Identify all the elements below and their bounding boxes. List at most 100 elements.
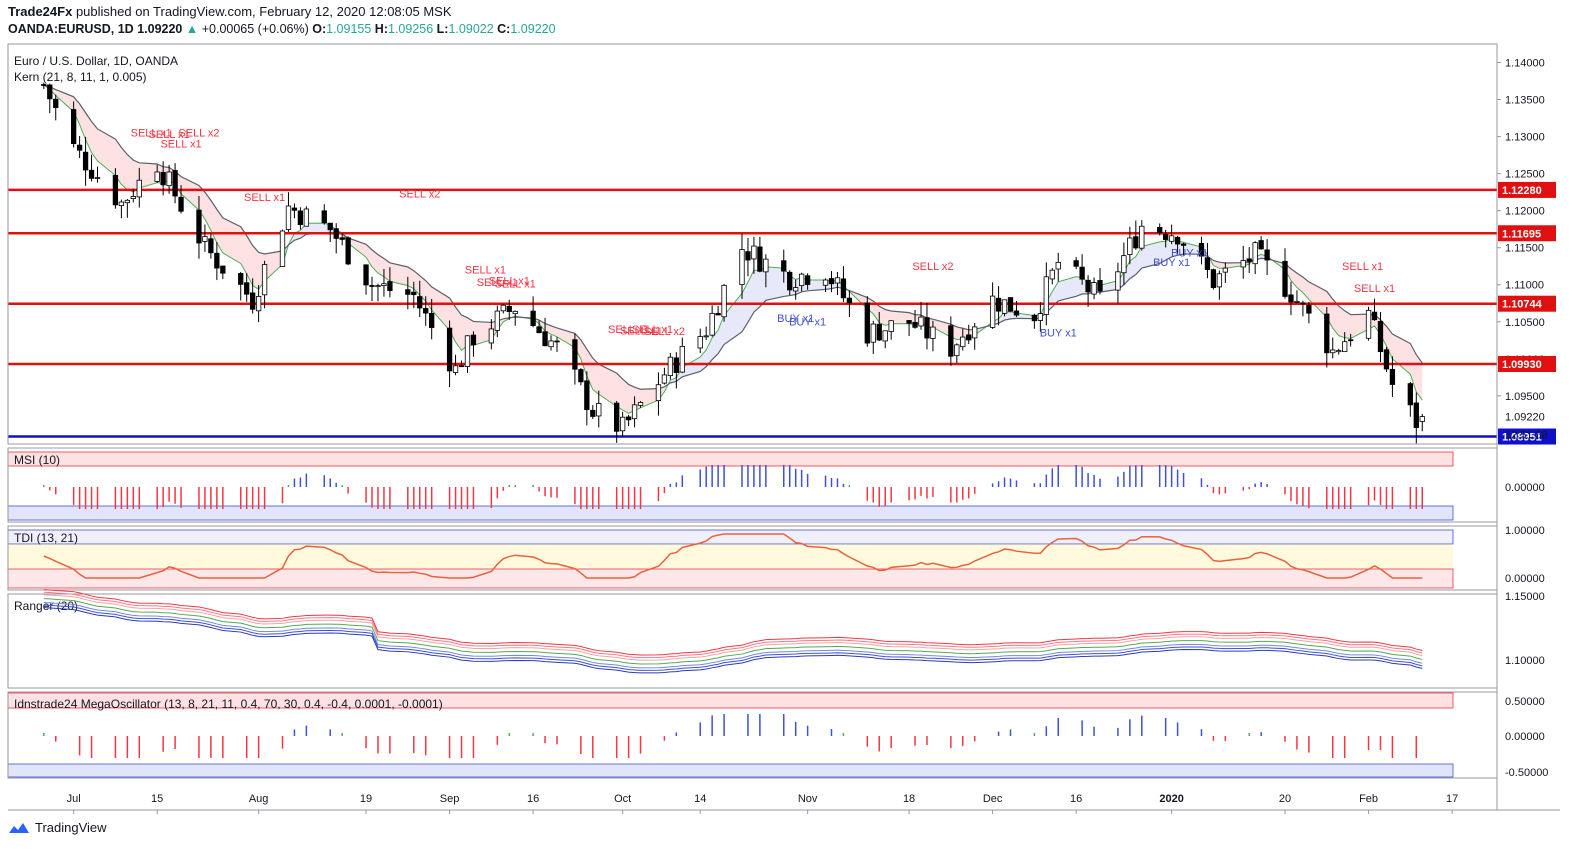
time-tick-label: 16 xyxy=(527,793,539,805)
candle-body xyxy=(876,323,882,341)
candle-body xyxy=(381,283,387,287)
ranger-band-line xyxy=(43,601,1423,669)
price-tick-label: 1.11000 xyxy=(1505,280,1544,292)
axes: 1.14000 1.13500 1.13000 1.12500 1.12000 1.115… xyxy=(7,43,1560,814)
candle-body xyxy=(423,308,429,314)
tdi-line xyxy=(43,533,1423,579)
candle-body xyxy=(41,84,47,86)
kern-band xyxy=(1410,343,1417,392)
mega-lower-zone xyxy=(7,763,1454,778)
price-tick-label: 1.13000 xyxy=(1505,132,1545,144)
candle-body xyxy=(1210,269,1217,288)
candle-body xyxy=(661,374,668,384)
candle-body xyxy=(697,336,703,349)
instrument-label: Euro / U.S. Dollar, 1D, OANDA xyxy=(14,54,178,68)
kern-band xyxy=(1004,311,1011,321)
candle-body xyxy=(1168,235,1175,242)
candle-body xyxy=(1139,225,1145,249)
kern-band xyxy=(1213,260,1220,269)
candle-body xyxy=(1336,350,1342,353)
candle-body xyxy=(757,246,763,272)
candle-body xyxy=(870,323,876,343)
candle-body xyxy=(1240,260,1246,268)
candle-body xyxy=(536,326,542,334)
candle-body xyxy=(1377,321,1384,353)
kern-band xyxy=(1058,276,1077,301)
candle-body xyxy=(178,196,184,212)
kern-band xyxy=(407,266,414,289)
price-badge-label: 1.12280 xyxy=(1502,185,1542,197)
candle-body xyxy=(1342,341,1348,353)
candle-body xyxy=(804,275,811,285)
kern-band xyxy=(1052,281,1059,307)
kern-band xyxy=(932,319,951,337)
msi-pane[interactable]: MSI (10) xyxy=(7,447,1498,523)
candle-body xyxy=(1174,236,1181,245)
candle-body xyxy=(417,296,423,309)
kern-band xyxy=(640,388,659,408)
tradingview-logo-icon xyxy=(9,822,29,833)
time-tick-label: 19 xyxy=(360,793,372,805)
sell-signal-label: SELL x1 xyxy=(1354,283,1395,295)
ranger-band-line xyxy=(43,598,1423,665)
time-tick-label: 14 xyxy=(694,793,706,805)
candle-body xyxy=(1091,282,1097,295)
mega-tick-label: 0.50000 xyxy=(1505,696,1545,708)
time-tick-label: 18 xyxy=(903,793,915,805)
candle-body xyxy=(1258,240,1264,250)
candle-body xyxy=(709,312,715,336)
tdi-pane[interactable]: TDI (13, 21) xyxy=(7,525,1498,591)
time-tick-label: Sep xyxy=(440,793,460,805)
candle-body xyxy=(1180,243,1187,246)
kern-band xyxy=(956,326,963,340)
kern-band xyxy=(377,254,384,277)
candle-body xyxy=(1282,260,1288,297)
open-value: 1.09155 xyxy=(326,22,372,36)
candle-body xyxy=(208,238,214,254)
price-badge-label: 1.11695 xyxy=(1502,228,1541,240)
kern-band xyxy=(556,327,575,348)
candle-body xyxy=(1085,279,1091,293)
candle-body xyxy=(1204,257,1211,270)
sell-signal-label: SELL x2 xyxy=(644,326,685,338)
candle-body xyxy=(112,175,119,206)
kern-band xyxy=(592,358,599,395)
tdi-pane-title: TDI (13, 21) xyxy=(14,531,78,545)
high-value: 1.09256 xyxy=(388,22,434,36)
kern-band xyxy=(718,315,725,354)
candle-body xyxy=(1371,311,1378,321)
ranger-band-line xyxy=(43,591,1423,659)
sell-signal-label: SELL x1 xyxy=(149,129,190,141)
candle-body xyxy=(739,249,745,285)
candle-body xyxy=(124,199,130,204)
buy-signal-label: BUY x1 xyxy=(1171,248,1208,260)
candle-body xyxy=(1306,304,1312,314)
candle-body xyxy=(297,210,304,226)
time-tick-label: 2020 xyxy=(1159,793,1183,805)
price-badge xyxy=(1498,428,1556,445)
candle-body xyxy=(596,403,602,417)
open-label: O: xyxy=(312,22,327,36)
candle-body xyxy=(703,335,709,338)
kern-band xyxy=(1332,299,1339,336)
kern-band xyxy=(724,293,742,345)
candle-body xyxy=(745,251,751,261)
candle-body xyxy=(840,278,847,299)
last-price-axis-label: 1.09220 xyxy=(1505,412,1545,424)
kern-band xyxy=(389,262,408,286)
kern-band xyxy=(616,373,623,411)
kern-band xyxy=(1308,281,1327,318)
candle-body xyxy=(1115,271,1121,291)
ranger-pane[interactable]: Ranger (20) xyxy=(7,589,1498,689)
price-tick-label: 1.12500 xyxy=(1505,169,1545,181)
time-tick-label: Dec xyxy=(983,793,1003,805)
mega-oscillator-pane[interactable]: Idnstrade24 MegaOscillator (13, 8, 21, 1… xyxy=(7,691,1498,779)
candle-body xyxy=(500,304,506,312)
candle-body xyxy=(673,357,679,373)
candle-body xyxy=(1157,226,1163,234)
sell-signal-label: SELL x1 xyxy=(608,324,649,336)
kern-band xyxy=(765,266,784,301)
mega-tick-label: -0.50000 xyxy=(1505,767,1548,779)
main-pane[interactable]: Euro / U.S. Dollar, 1D, OANDA Kern (21, 8… xyxy=(8,54,1497,444)
